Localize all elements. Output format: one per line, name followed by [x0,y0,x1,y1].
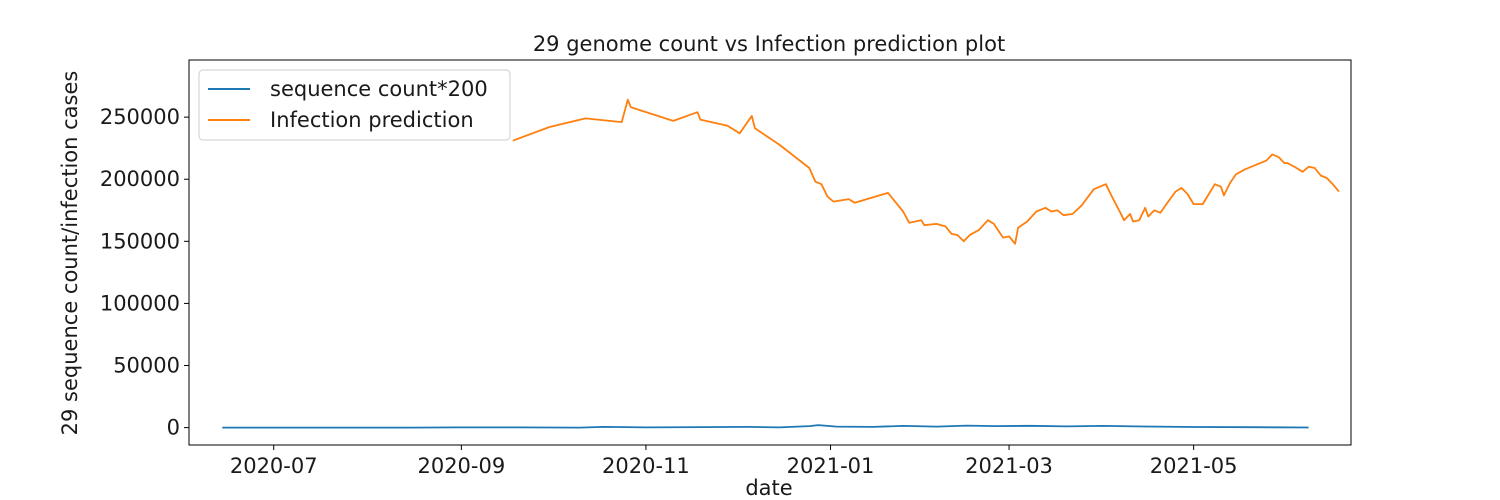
y-axis: 0 50000 100000 150000 200000 250000 [100,105,189,440]
y-tick-label: 150000 [100,229,180,253]
legend: sequence count*200 Infection prediction [198,69,511,141]
x-tick-label: 2020-09 [417,454,505,478]
series-line-0 [222,424,1309,429]
x-axis-label: date [745,476,792,500]
plot-frame [188,59,1352,446]
legend-label-1: Infection prediction [270,108,474,132]
plot-area [188,59,1352,446]
y-tick-label: 250000 [100,105,180,129]
x-tick-label: 2021-01 [787,454,875,478]
y-tick-label: 100000 [100,291,180,315]
x-tick-label: 2021-03 [965,454,1053,478]
y-tick-label: 200000 [100,167,180,191]
series-line-1 [512,98,1340,245]
y-tick-label: 0 [167,416,180,440]
legend-box [198,69,511,141]
x-tick-label: 2020-07 [230,454,318,478]
legend-label-0: sequence count*200 [270,77,488,101]
chart-title: 29 genome count vs Infection prediction … [533,32,1005,56]
y-tick-label: 50000 [113,354,180,378]
y-axis-label: 29 sequence count/infection cases [58,71,82,436]
x-axis: 2020-07 2020-09 2020-11 2021-01 2021-03 2021-… [230,445,1238,478]
x-tick-label: 2020-11 [602,454,690,478]
x-tick-label: 2021-05 [1150,454,1238,478]
